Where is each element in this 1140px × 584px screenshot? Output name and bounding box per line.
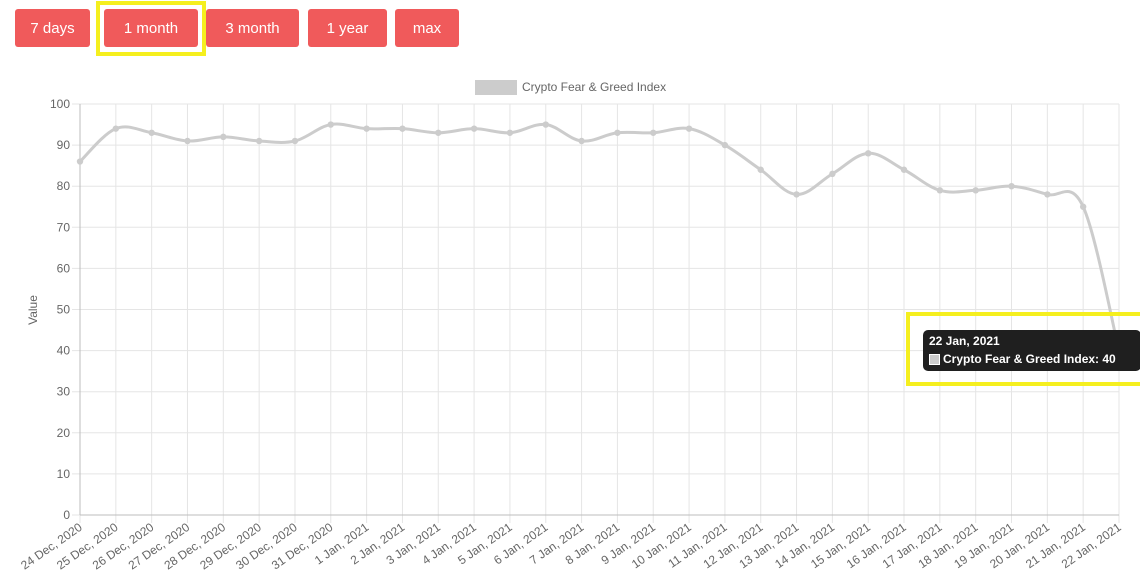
range-button-1-year[interactable]: 1 year bbox=[308, 9, 387, 47]
range-button-7-days[interactable]: 7 days bbox=[15, 9, 90, 47]
tooltip-body: Crypto Fear & Greed Index: 40 bbox=[943, 352, 1116, 366]
data-point bbox=[399, 125, 406, 132]
data-point bbox=[578, 137, 585, 145]
y-tick-label: 0 bbox=[63, 508, 70, 522]
data-point bbox=[435, 129, 442, 136]
data-point bbox=[184, 137, 191, 145]
data-point bbox=[936, 187, 944, 194]
chart-grid bbox=[72, 103, 1120, 523]
y-tick-label: 20 bbox=[57, 426, 71, 440]
data-point bbox=[972, 187, 979, 194]
data-point bbox=[363, 125, 370, 132]
tooltip-title: 22 Jan, 2021 bbox=[929, 334, 1000, 348]
y-tick-label: 70 bbox=[57, 220, 71, 234]
y-tick-label: 60 bbox=[57, 261, 71, 275]
chart-axes bbox=[79, 104, 1119, 516]
y-tick-label: 30 bbox=[57, 385, 71, 399]
data-point bbox=[255, 137, 263, 145]
range-button-1-month[interactable]: 1 month bbox=[104, 9, 198, 47]
tooltip-swatch bbox=[929, 353, 940, 365]
data-point bbox=[327, 121, 334, 128]
y-axis-title: Value bbox=[26, 295, 40, 325]
data-point bbox=[506, 129, 514, 136]
data-point bbox=[614, 129, 621, 136]
data-point bbox=[1008, 183, 1015, 190]
y-tick-label: 50 bbox=[57, 303, 71, 317]
data-point bbox=[900, 166, 908, 173]
series-line bbox=[78, 122, 1121, 351]
y-tick-label: 90 bbox=[57, 138, 71, 152]
range-button-3-month[interactable]: 3 month bbox=[206, 9, 299, 47]
y-tick-labels: 0 10 20 30 40 50 60 70 80 90 100 bbox=[50, 97, 70, 522]
chart-legend: Crypto Fear & Greed Index bbox=[475, 80, 666, 95]
data-point bbox=[542, 121, 549, 128]
y-tick-label: 100 bbox=[50, 97, 70, 111]
range-button-max[interactable]: max bbox=[395, 9, 459, 47]
data-point bbox=[1044, 191, 1051, 198]
legend-label: Crypto Fear & Greed Index bbox=[522, 80, 666, 94]
data-point bbox=[76, 158, 84, 165]
y-tick-label: 40 bbox=[57, 344, 71, 358]
data-point bbox=[721, 141, 729, 149]
data-point bbox=[1079, 203, 1087, 210]
y-tick-label: 10 bbox=[57, 467, 71, 481]
data-point bbox=[829, 170, 836, 178]
data-point bbox=[865, 150, 872, 157]
data-point bbox=[220, 133, 227, 141]
data-point bbox=[685, 125, 693, 132]
data-point bbox=[470, 125, 478, 132]
data-point bbox=[148, 129, 155, 136]
legend-swatch bbox=[475, 80, 517, 95]
data-point bbox=[112, 125, 120, 132]
data-point bbox=[793, 191, 800, 198]
series-line-group bbox=[76, 121, 1123, 354]
data-point bbox=[650, 129, 657, 136]
data-point bbox=[291, 137, 299, 145]
data-point bbox=[757, 166, 764, 173]
data-tooltip: 22 Jan, 2021 Crypto Fear & Greed Index: … bbox=[923, 330, 1140, 371]
y-tick-label: 80 bbox=[57, 179, 71, 193]
